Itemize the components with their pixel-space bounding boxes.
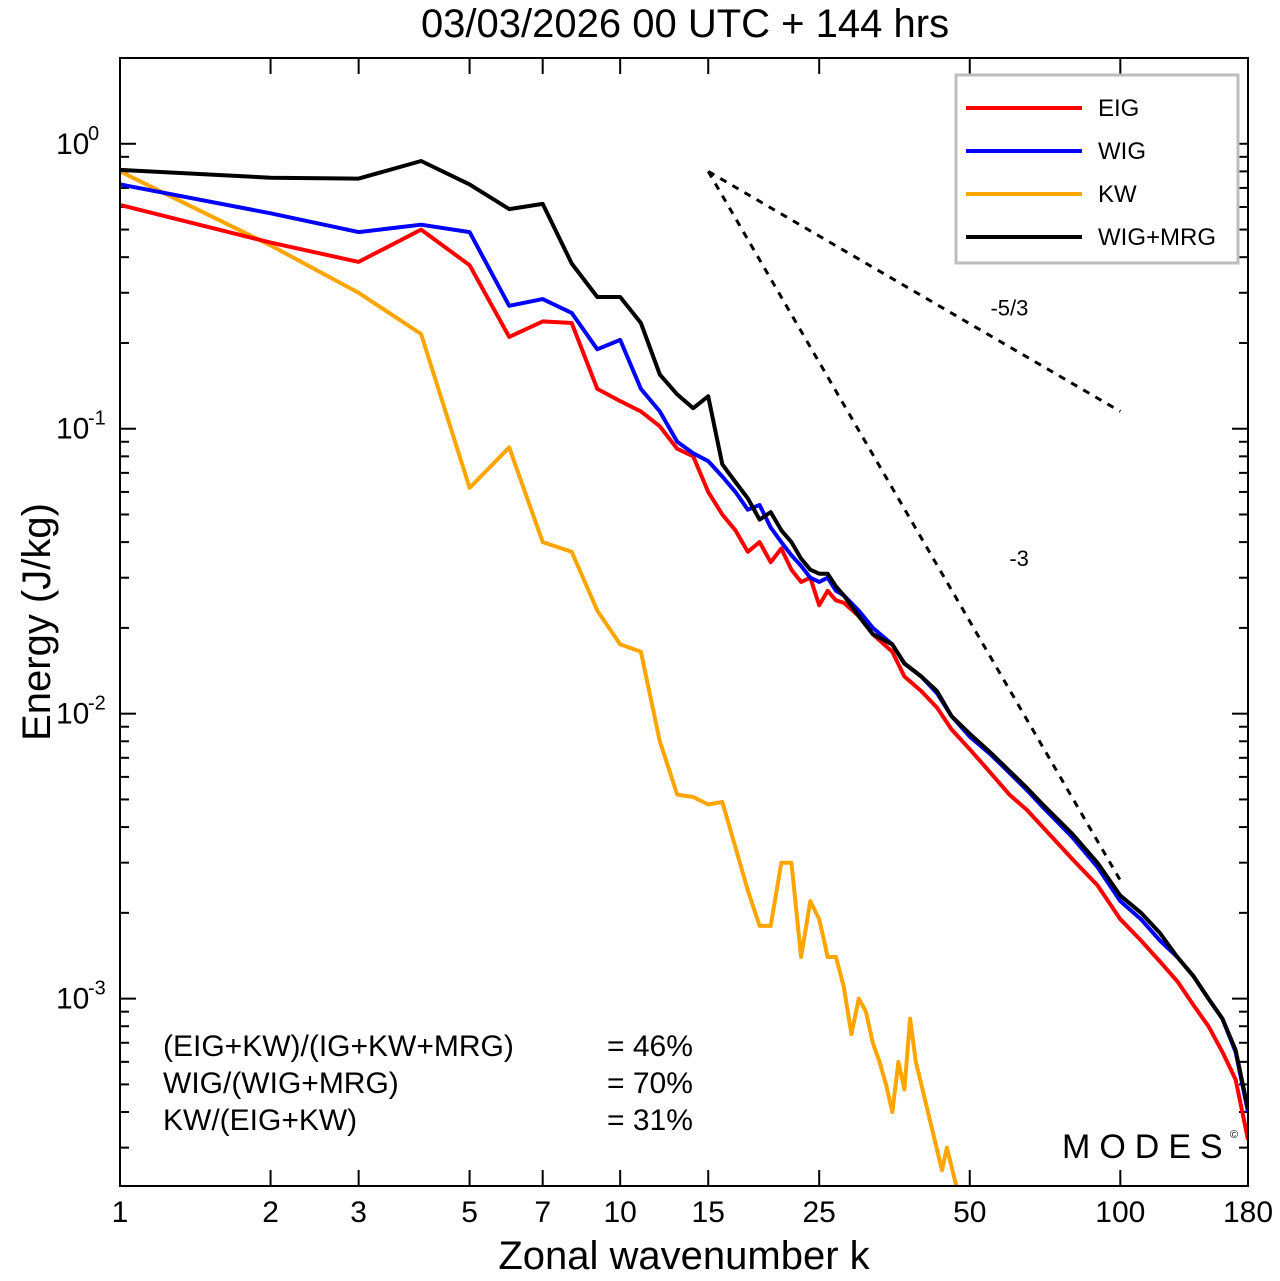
series-line-wig <box>120 182 1248 1113</box>
legend-label: KW <box>1098 181 1137 208</box>
legend-entry-eig: EIG <box>966 95 1139 122</box>
x-tick-label-25: 25 <box>803 1196 836 1229</box>
legend-entry-wig-mrg: WIG+MRG <box>966 224 1216 251</box>
y-tick-exponent: -2 <box>88 693 106 715</box>
stat-label: (EIG+KW)/(IG+KW+MRG) <box>163 1030 514 1063</box>
x-tick-label-1: 1 <box>112 1196 129 1229</box>
watermark: MODES © <box>1062 1128 1238 1166</box>
y-tick-label--3: 10-3 <box>56 978 106 1016</box>
y-tick-exponent: -1 <box>88 408 106 430</box>
x-tick-label-3: 3 <box>350 1196 367 1229</box>
series-line-wig-mrg <box>120 159 1248 1110</box>
partition-stats: (EIG+KW)/(IG+KW+MRG) = 46% WIG/(WIG+MRG) = … <box>163 1030 693 1137</box>
y-tick-label-0: 100 <box>56 123 99 161</box>
x-tick-label-180: 180 <box>1223 1196 1273 1229</box>
slope-label--3: -3 <box>1009 546 1029 571</box>
stat-value: = 70% <box>607 1067 693 1100</box>
legend-label: WIG+MRG <box>1098 224 1216 251</box>
x-tick-label-50: 50 <box>953 1196 986 1229</box>
legend-label: EIG <box>1098 95 1139 122</box>
stat-label: KW/(EIG+KW) <box>163 1104 357 1137</box>
ticks-layer <box>119 57 1249 1186</box>
watermark-text: MODES <box>1062 1128 1232 1166</box>
y-tick-base: 10 <box>56 698 89 731</box>
stat-value: = 31% <box>607 1104 693 1137</box>
x-tick-label-5: 5 <box>461 1196 478 1229</box>
chart-title: 03/03/2026 00 UTC + 144 hrs <box>421 2 949 46</box>
plot-frame <box>119 57 1249 1187</box>
y-tick-exponent: 0 <box>88 123 99 145</box>
legend-entry-kw: KW <box>966 181 1137 208</box>
y-tick-exponent: -3 <box>88 978 106 1000</box>
y-tick-label--1: 10-1 <box>56 408 106 446</box>
x-tick-labels: 1 2 3 5 7 10 15 25 50 100 180 <box>112 1196 1273 1229</box>
stat-row: (EIG+KW)/(IG+KW+MRG) = 46% <box>163 1030 693 1063</box>
y-tick-base: 10 <box>56 983 89 1016</box>
x-tick-label-7: 7 <box>534 1196 551 1229</box>
stat-row: WIG/(WIG+MRG) = 70% <box>163 1067 693 1100</box>
legend-entry-wig: WIG <box>966 138 1146 165</box>
y-tick-base: 10 <box>56 413 89 446</box>
series-line-eig <box>120 202 1248 1141</box>
reference-slopes: -5/3 -3 <box>706 170 1122 882</box>
slope-label--5-3: -5/3 <box>990 295 1028 320</box>
slope-line--5-3 <box>707 170 1122 413</box>
x-tick-label-15: 15 <box>692 1196 725 1229</box>
copyright-mark: © <box>1230 1129 1238 1141</box>
y-tick-label--2: 10-2 <box>56 693 106 731</box>
stat-row: KW/(EIG+KW) = 31% <box>163 1104 693 1137</box>
legend-label: WIG <box>1098 138 1146 165</box>
x-tick-label-10: 10 <box>603 1196 636 1229</box>
y-tick-base: 10 <box>56 128 89 161</box>
stat-label: WIG/(WIG+MRG) <box>163 1067 399 1100</box>
x-tick-label-100: 100 <box>1095 1196 1145 1229</box>
x-tick-label-2: 2 <box>262 1196 279 1229</box>
x-axis-label: Zonal wavenumber k <box>498 1234 870 1278</box>
legend: EIG WIG KW WIG+MRG <box>954 73 1240 265</box>
y-axis-label: Energy (J/kg) <box>15 503 59 741</box>
series-layer <box>120 159 1248 1186</box>
slope-line--3 <box>706 170 1122 882</box>
stat-value: = 46% <box>607 1030 693 1063</box>
series-line-kw <box>120 169 959 1186</box>
